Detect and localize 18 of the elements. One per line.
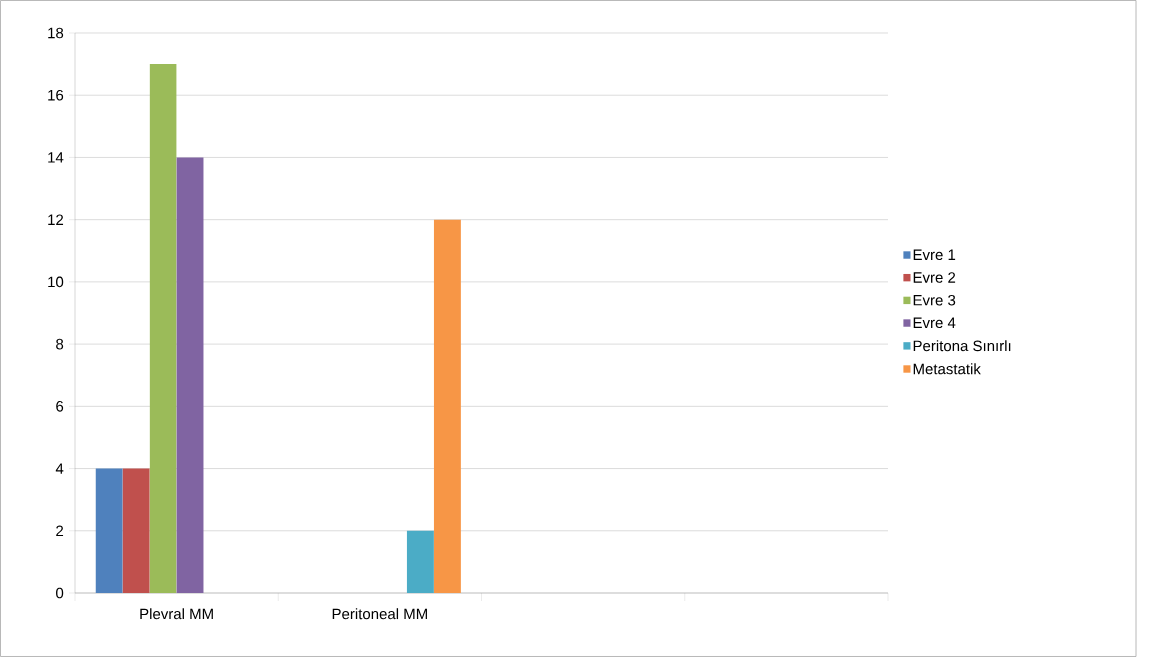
- legend-label: Evre 4: [913, 317, 956, 329]
- y-tick-label: 4: [55, 463, 64, 474]
- x-tick-label: Plevral MM: [140, 608, 213, 620]
- y-tick-label: 0: [56, 587, 64, 599]
- y-tick-label: 12: [48, 214, 64, 225]
- legend-label: Metastatik: [913, 363, 981, 375]
- legend-label: Evre 1: [913, 249, 956, 261]
- legend-label: Evre 2: [913, 272, 956, 283]
- y-tick-label: 10: [48, 276, 64, 288]
- x-tick-label: Peritoneal MM: [332, 608, 427, 620]
- y-tick-label: 18: [48, 27, 64, 39]
- y-tick-label: 2: [56, 525, 64, 537]
- legend-label: Peritona Sınırlı: [913, 340, 1011, 352]
- y-tick-label: 8: [56, 338, 64, 350]
- y-tick-label: 16: [48, 89, 64, 101]
- legend-label: Evre 3: [913, 294, 956, 306]
- y-tick-label: 14: [48, 152, 64, 163]
- y-tick-label: 6: [56, 401, 64, 412]
